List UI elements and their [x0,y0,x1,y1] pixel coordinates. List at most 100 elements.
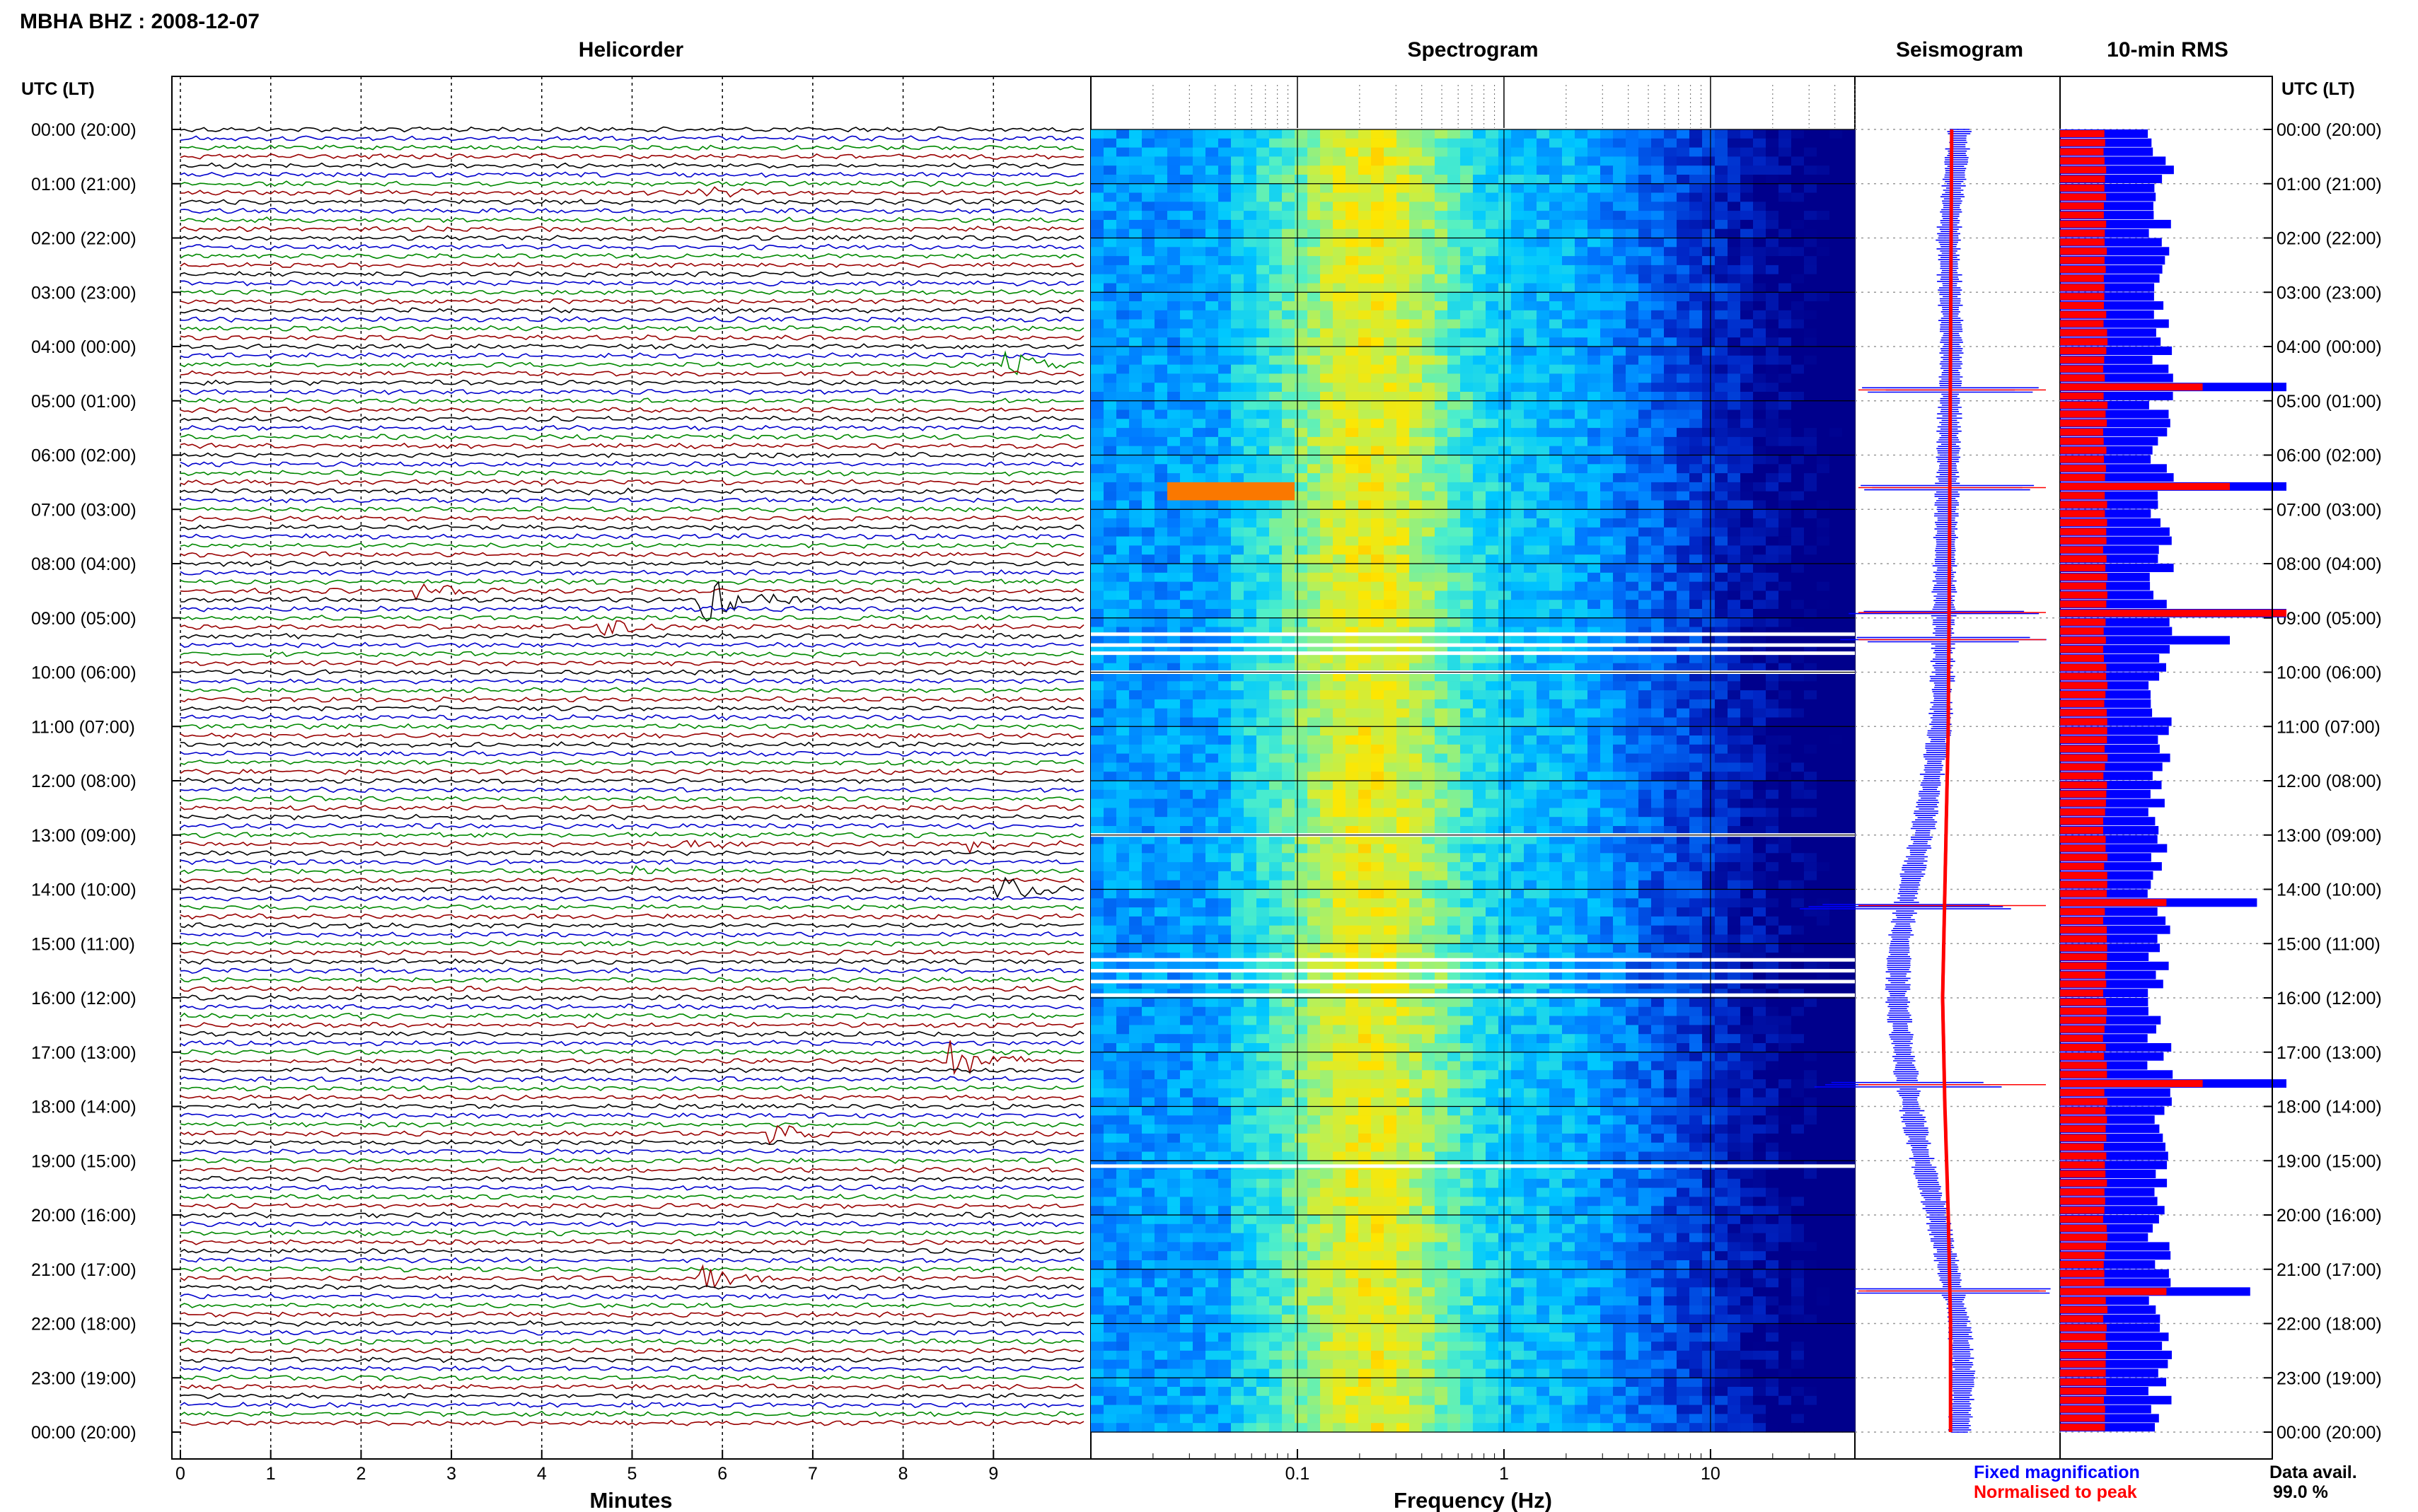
spectrogram-cell [1817,600,1830,610]
spectrogram-cell [1346,283,1359,293]
spectrogram-cell [1486,192,1499,202]
spectrogram-cell [1358,473,1372,483]
spectrogram-cell [1600,681,1614,691]
spectrogram-cell [1091,536,1104,546]
spectrogram-cell [1269,419,1283,429]
spectrogram-cell [1091,328,1104,338]
time-label-right: 10:00 (06:00) [2277,663,2382,683]
spectrogram-cell [1167,147,1181,157]
spectrogram-cell [1346,436,1359,447]
spectrogram-cell [1804,482,1817,492]
spectrogram-cell [1753,409,1766,419]
spectrogram-cell [1587,636,1601,646]
spectrogram-cell [1295,373,1308,383]
spectrogram-cell [1600,672,1614,682]
spectrogram-cell [1524,636,1537,646]
spectrogram-cell [1244,464,1257,474]
spectrogram-cell [1753,753,1766,763]
spectrogram-cell [1155,735,1168,745]
spectrogram-cell [1524,500,1537,510]
spectrogram-cell [1791,256,1805,266]
spectrogram-cell [1320,798,1334,808]
spectrogram-cell [1091,681,1104,691]
time-label-right: 15:00 (11:00) [2277,934,2381,954]
spectrogram-cell [1817,772,1830,781]
spectrogram-cell [1409,156,1423,166]
spectrogram-cell [1804,219,1817,230]
spectrogram-cell [1804,455,1817,465]
spectrogram-cell [1193,455,1206,465]
spectrogram-cell [1753,600,1766,610]
spectrogram-cell [1256,202,1270,211]
spectrogram-cell [1753,274,1766,284]
spectrogram-cell [1129,772,1143,781]
spectrogram-cell [1422,355,1435,366]
spectrogram-cell [1358,817,1372,827]
spectrogram-cell [1587,428,1601,438]
spectrogram-cell [1282,292,1295,302]
spectrogram-cell [1587,536,1601,546]
spectrogram-cell [1651,518,1665,528]
spectrogram-cell [1715,301,1728,311]
helicorder-trace [180,225,1084,233]
spectrogram-cell [1142,681,1155,691]
spectrogram-cell [1307,744,1321,755]
spectrogram-cell [1409,211,1423,221]
spectrogram-cell [1715,500,1728,510]
spectrogram-cell [1486,392,1499,402]
spectrogram-cell [1817,663,1830,673]
spectrogram-cell [1180,301,1193,311]
spectrogram-cell [1677,436,1690,447]
spectrogram-cell [1295,301,1308,311]
spectrogram-cell [1575,789,1588,800]
spectrogram-cell [1447,301,1461,311]
spectrogram-cell [1269,600,1283,610]
spectrogram-cell [1804,392,1817,402]
spectrogram-cell [1307,808,1321,818]
spectrogram-cell [1740,726,1754,736]
spectrogram-cell [1753,509,1766,519]
spectrogram-cell [1218,165,1232,175]
spectrogram-cell [1486,473,1499,483]
spectrogram-cell [1104,527,1117,537]
helicorder-trace [180,1121,1084,1128]
helicorder-trace [180,343,1084,350]
spectrogram-cell [1842,581,1856,591]
spectrogram-cell [1193,156,1206,166]
spectrogram-cell [1155,392,1168,402]
spectrogram-cell [1091,165,1104,175]
spectrogram-cell [1689,138,1703,149]
spectrogram-cell [1116,337,1130,347]
spectrogram-cell [1091,347,1104,356]
spectrogram-cell [1613,708,1626,719]
spectrogram-cell [1575,455,1588,465]
spectrogram-cell [1142,726,1155,736]
spectrogram-cell [1498,663,1512,673]
spectrogram-cell [1129,690,1143,700]
spectrogram-cell [1511,247,1525,257]
spectrogram-cell [1129,672,1143,682]
spectrogram-cell [1371,826,1384,836]
spectrogram-cell [1575,572,1588,583]
spectrogram-cell [1511,735,1525,745]
spectrogram-cell [1167,591,1181,600]
spectrogram-cell [1231,798,1244,808]
spectrogram-cell [1587,509,1601,519]
spectrogram-cell [1498,219,1512,230]
spectrogram-cell [1320,636,1334,646]
spectrogram-cell [1116,165,1130,175]
spectrogram-cell [1384,355,1397,366]
spectrogram-cell [1728,419,1741,429]
spectrogram-cell [1524,175,1537,185]
spectrogram-cell [1829,789,1843,800]
spectrogram-cell [1473,202,1486,211]
spectrogram-cell [1447,192,1461,202]
spectrogram-cell [1256,473,1270,483]
spectrogram-cell [1155,772,1168,781]
spectrogram-cell [1473,238,1486,248]
spectrogram-cell [1282,726,1295,736]
spectrogram-cell [1307,653,1321,664]
spectrogram-cell [1702,175,1716,185]
spectrogram-cell [1600,473,1614,483]
spectrogram-cell [1091,690,1104,700]
